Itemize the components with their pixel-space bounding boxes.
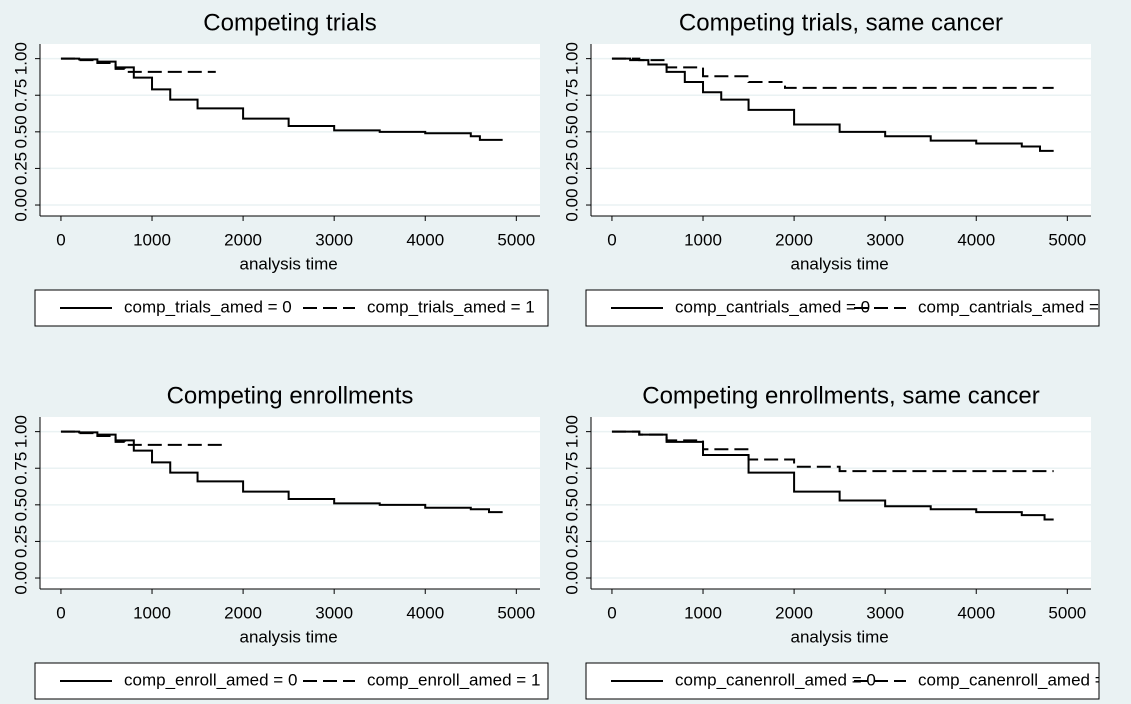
y-tick-label: 0.50 <box>562 115 581 148</box>
y-tick-label: 1.00 <box>11 42 30 75</box>
y-tick-label: 0.50 <box>11 115 30 148</box>
legend-label: comp_canenroll_amed = 1 <box>918 670 1119 689</box>
legend-label: comp_enroll_amed = 0 <box>124 670 297 689</box>
y-tick-label: 0.75 <box>562 79 581 112</box>
x-axis-label: analysis time <box>240 254 338 273</box>
x-tick-label: 2000 <box>775 603 813 622</box>
x-tick-label: 2000 <box>224 230 262 249</box>
x-tick-label: 0 <box>56 230 65 249</box>
legend-label: comp_enroll_amed = 1 <box>367 670 540 689</box>
legend: comp_enroll_amed = 0 comp_enroll_amed = 1 <box>60 670 540 689</box>
x-axis-label: analysis time <box>791 254 889 273</box>
y-tick-label: 0.00 <box>11 188 30 221</box>
x-tick-label: 0 <box>607 230 616 249</box>
y-tick-label: 1.00 <box>562 42 581 75</box>
legend-label: comp_cantrials_amed = 0 <box>675 297 870 316</box>
chart-title: Competing enrollments, same cancer <box>642 382 1040 409</box>
y-tick-label: 0.75 <box>11 79 30 112</box>
x-tick-label: 0 <box>56 603 65 622</box>
x-tick-label: 2000 <box>775 230 813 249</box>
x-axis-label: analysis time <box>240 627 338 646</box>
x-tick-label: 3000 <box>866 230 904 249</box>
km-curve <box>611 57 1054 152</box>
legend-box <box>34 662 549 700</box>
x-tick-label: 5000 <box>1048 230 1086 249</box>
y-tick-label: 0.00 <box>562 561 581 594</box>
legend-box <box>585 662 1100 700</box>
panel: Competing trials, same cancer 0.00 0.25 0.5… <box>562 9 1113 327</box>
y-tick-label: 1.00 <box>562 415 581 448</box>
x-tick-label: 5000 <box>1048 603 1086 622</box>
x-tick-label: 1000 <box>684 230 722 249</box>
x-tick-label: 5000 <box>497 603 535 622</box>
y-tick-label: 0.00 <box>11 561 30 594</box>
x-tick-label: 4000 <box>957 230 995 249</box>
y-tick-label: 0.25 <box>11 525 30 558</box>
legend-label: comp_trials_amed = 1 <box>367 297 535 316</box>
x-tick-label: 3000 <box>315 603 353 622</box>
y-tick-label: 0.75 <box>11 452 30 485</box>
legend-box <box>585 289 1100 327</box>
y-tick-label: 0.00 <box>562 188 581 221</box>
y-tick-label: 0.50 <box>562 488 581 521</box>
plot-area <box>591 417 1091 589</box>
legend-box <box>34 289 549 327</box>
legend-label: comp_trials_amed = 0 <box>124 297 292 316</box>
legend: comp_cantrials_amed = 0 comp_cantrials_am… <box>611 297 1113 316</box>
chart-title: Competing trials <box>203 9 376 36</box>
plot-area <box>40 417 540 589</box>
km-curve <box>60 57 216 73</box>
x-tick-label: 2000 <box>224 603 262 622</box>
x-tick-label: 3000 <box>315 230 353 249</box>
legend-label: comp_canenroll_amed = 0 <box>675 670 876 689</box>
x-tick-label: 0 <box>607 603 616 622</box>
x-tick-label: 4000 <box>406 603 444 622</box>
chart-title: Competing enrollments <box>167 382 414 409</box>
y-tick-label: 0.25 <box>11 152 30 185</box>
km-curve <box>60 57 503 141</box>
y-tick-label: 0.50 <box>11 488 30 521</box>
panel: Competing enrollments, same cancer 0.00 0.… <box>562 382 1119 700</box>
y-tick-label: 0.75 <box>562 452 581 485</box>
plot-area <box>40 44 540 216</box>
x-tick-label: 3000 <box>866 603 904 622</box>
panel: Competing trials 0.00 0.25 0.50 0.75 1.00 0 100… <box>11 9 549 327</box>
panel: Competing enrollments 0.00 0.25 0.50 0.75 1.0… <box>11 382 549 700</box>
y-tick-label: 0.25 <box>562 525 581 558</box>
km-curve <box>60 430 503 514</box>
km-curve <box>611 430 1054 473</box>
km-curve <box>60 430 225 446</box>
y-tick-label: 1.00 <box>11 415 30 448</box>
x-tick-label: 1000 <box>684 603 722 622</box>
x-tick-label: 5000 <box>497 230 535 249</box>
y-tick-label: 0.25 <box>562 152 581 185</box>
km-curve <box>611 57 1054 89</box>
legend-label: comp_cantrials_amed = 1 <box>918 297 1113 316</box>
chart-title: Competing trials, same cancer <box>679 9 1003 36</box>
x-axis-label: analysis time <box>791 627 889 646</box>
legend: comp_canenroll_amed = 0 comp_canenroll_am… <box>611 670 1119 689</box>
x-tick-label: 1000 <box>133 603 171 622</box>
x-tick-label: 4000 <box>406 230 444 249</box>
x-tick-label: 1000 <box>133 230 171 249</box>
legend: comp_trials_amed = 0 comp_trials_amed = 1 <box>60 297 535 316</box>
x-tick-label: 4000 <box>957 603 995 622</box>
